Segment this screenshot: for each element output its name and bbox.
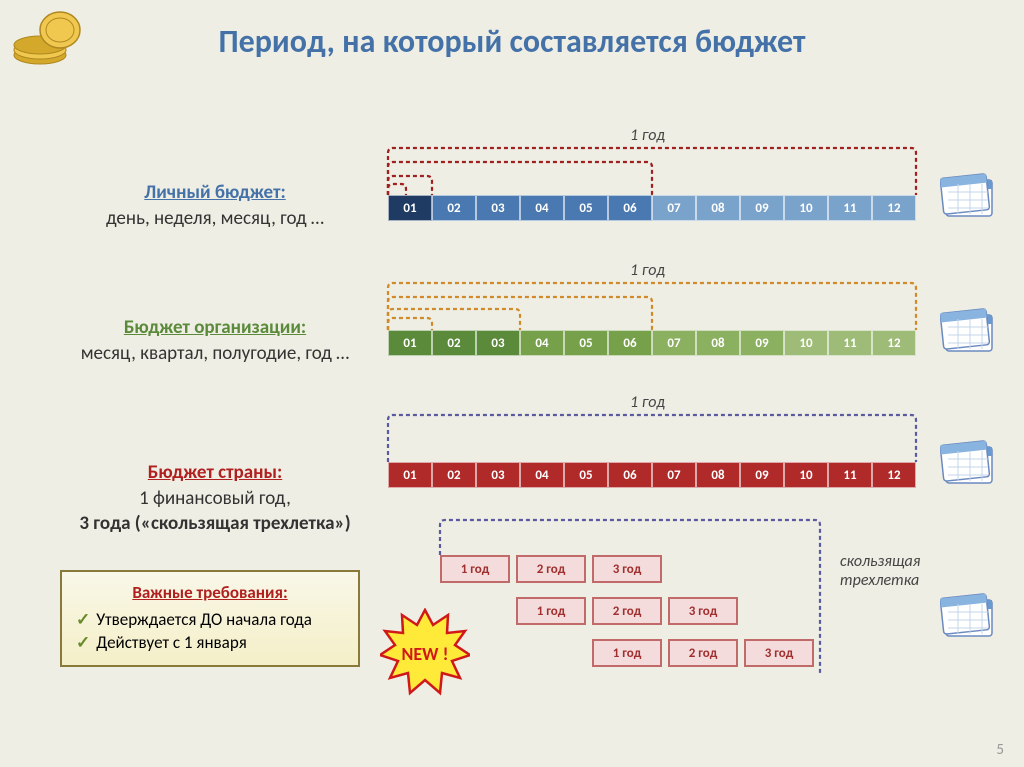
new-text: NEW ! [402,643,449,665]
requirements-box: Важные требования: ✓Утверждается ДО нача… [60,570,360,667]
page-number: 5 [996,741,1004,759]
calendar-icon [940,437,1000,487]
req-item: ✓Действует с 1 января [76,632,344,655]
req-item: ✓Утверждается ДО начала года [76,609,344,632]
req-title: Важные требования: [76,582,344,605]
calendar-icon [940,305,1000,355]
new-starburst: NEW ! [380,608,470,698]
calendar-icon [940,170,1000,220]
calendar-icon [940,590,1000,640]
